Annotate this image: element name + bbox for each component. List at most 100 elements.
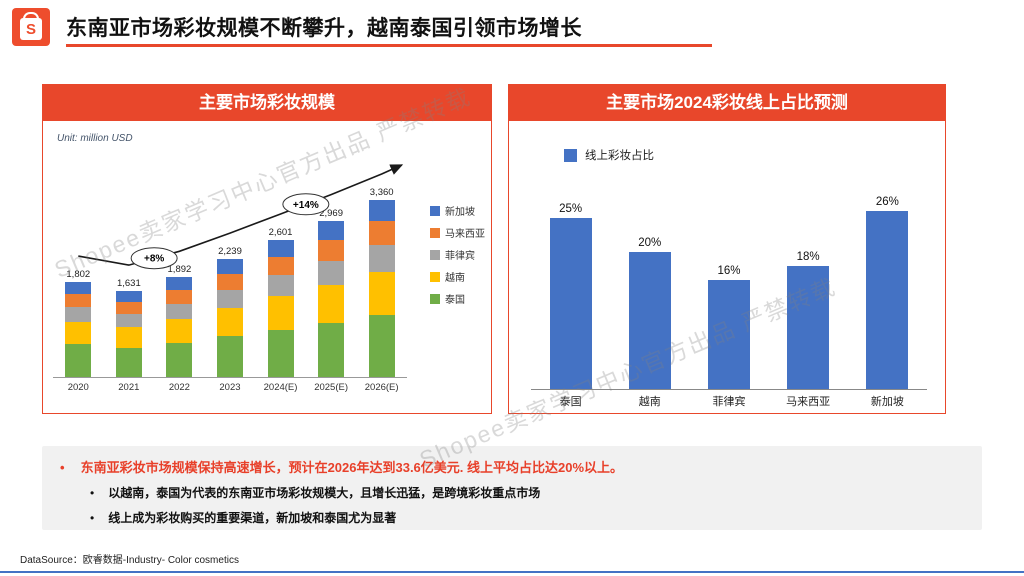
segment-马来西亚 bbox=[368, 221, 395, 245]
segment-马来西亚 bbox=[166, 290, 193, 304]
bar-column: 26% bbox=[852, 196, 922, 389]
bottom-accent-line bbox=[0, 571, 1024, 573]
growth-annotation-label: +8% bbox=[144, 254, 164, 265]
legend-swatch bbox=[430, 293, 440, 304]
segment-马来西亚 bbox=[65, 294, 92, 307]
bar-column: 20% bbox=[615, 237, 685, 389]
legend-item: 菲律宾 bbox=[430, 247, 485, 262]
legend-item: 越南 bbox=[430, 269, 485, 284]
market-size-panel-title: 主要市场彩妆规模 bbox=[43, 85, 491, 121]
stacked-bar bbox=[65, 282, 92, 377]
unit-note: Unit: million USD bbox=[57, 133, 133, 144]
legend-label: 线上彩妆占比 bbox=[585, 150, 654, 162]
x-tick-label: 2020 bbox=[67, 382, 89, 393]
online-share-panel-title: 主要市场2024彩妆线上占比预测 bbox=[509, 85, 945, 121]
legend-swatch bbox=[430, 271, 440, 282]
x-tick-label: 2022 bbox=[168, 382, 190, 393]
bar-column: 16% bbox=[694, 264, 764, 389]
bar-column: 1,802 bbox=[56, 269, 100, 377]
segment-马来西亚 bbox=[267, 256, 294, 276]
segment-新加坡 bbox=[166, 277, 193, 291]
x-tick-label: 泰国 bbox=[559, 396, 582, 408]
bar-total-label: 2,969 bbox=[319, 207, 343, 219]
legend-label: 泰国 bbox=[445, 295, 465, 306]
online-share-plot: 25% 20% 16% 18% 26% bbox=[531, 177, 927, 390]
bar-value-label: 25% bbox=[559, 202, 583, 215]
segment-新加坡 bbox=[65, 282, 92, 295]
stacked-bar bbox=[267, 240, 294, 377]
legend-label: 菲律宾 bbox=[445, 251, 475, 262]
x-tick-label: 2026(E) bbox=[364, 382, 399, 393]
legend-label: 越南 bbox=[445, 273, 465, 284]
takeaway-main: 东南亚彩妆市场规模保持高速增长，预计在2026年达到33.6亿美元. 线上平均占… bbox=[60, 457, 964, 476]
segment-越南 bbox=[216, 307, 243, 336]
stacked-bar bbox=[166, 277, 193, 377]
bar-value-label: 26% bbox=[875, 196, 899, 208]
bar-column: 1,631 bbox=[107, 278, 151, 377]
bar-column: 2,239 bbox=[208, 246, 252, 377]
segment-越南 bbox=[368, 272, 395, 316]
bag-icon: S bbox=[20, 18, 42, 40]
legend-label: 马来西亚 bbox=[445, 229, 485, 240]
online-share-xlabels: 泰国 越南 菲律宾 马来西亚 新加坡 bbox=[531, 393, 927, 409]
legend-swatch bbox=[430, 227, 440, 238]
x-tick-label: 2025(E) bbox=[314, 382, 348, 393]
segment-新加坡 bbox=[267, 240, 294, 257]
online-share-bar bbox=[628, 252, 671, 389]
x-tick-label: 2024(E) bbox=[263, 382, 298, 393]
bar-total-label: 2,601 bbox=[268, 227, 293, 239]
legend-swatch bbox=[564, 148, 577, 162]
legend-item: 马来西亚 bbox=[430, 225, 485, 240]
segment-泰国 bbox=[166, 342, 193, 377]
bar-total-label: 1,631 bbox=[116, 278, 141, 290]
legend-swatch bbox=[430, 249, 440, 260]
stacked-bar bbox=[318, 220, 345, 377]
segment-泰国 bbox=[65, 344, 92, 377]
online-share-legend: 线上彩妆占比 bbox=[564, 147, 654, 163]
bar-column: 3,360 bbox=[360, 187, 404, 377]
online-share-bar bbox=[866, 211, 909, 389]
market-size-xlabels: 2020 2021 2022 2023 2024(E) 2025(E) 2026(E) bbox=[53, 378, 407, 393]
x-tick-label: 菲律宾 bbox=[712, 396, 746, 408]
segment-泰国 bbox=[216, 335, 243, 377]
x-tick-label: 新加坡 bbox=[870, 396, 904, 408]
market-size-legend: 新加坡马来西亚菲律宾越南泰国 bbox=[430, 203, 485, 306]
segment-泰国 bbox=[318, 322, 345, 377]
legend-label: 新加坡 bbox=[445, 207, 475, 218]
online-share-chart: 线上彩妆占比 25% 20% 16% 18% 26% 泰国 越南 菲律宾 马来西亚 新加坡 bbox=[509, 121, 945, 413]
legend-item: 新加坡 bbox=[430, 203, 485, 218]
stacked-bar bbox=[368, 200, 395, 377]
segment-菲律宾 bbox=[318, 260, 345, 285]
x-tick-label: 2023 bbox=[219, 382, 241, 393]
segment-新加坡 bbox=[115, 291, 142, 303]
x-tick-label: 越南 bbox=[638, 396, 661, 408]
segment-泰国 bbox=[368, 315, 395, 377]
bar-column: 2,601 bbox=[259, 227, 303, 377]
data-source: DataSource：欧睿数据-Industry- Color cosmetic… bbox=[20, 555, 239, 566]
bar-total-label: 2,239 bbox=[218, 246, 242, 258]
market-size-panel: 主要市场彩妆规模 Unit: million USD +8% +14% 1,802… bbox=[42, 84, 492, 414]
takeaway-sub-1: 以越南，泰国为代表的东南亚市场彩妆规模大，且增长迅猛，是跨境彩妆重点市场 bbox=[90, 484, 964, 501]
market-size-chart-area: +8% +14% 1,802 1,631 1,892 2,239 2,601 2,969 3,… bbox=[53, 164, 407, 393]
bar-value-label: 18% bbox=[796, 250, 820, 263]
segment-马来西亚 bbox=[115, 302, 142, 314]
segment-菲律宾 bbox=[368, 244, 395, 273]
segment-菲律宾 bbox=[267, 275, 294, 297]
market-size-plot: +8% +14% 1,802 1,631 1,892 2,239 2,601 2,969 3,… bbox=[53, 164, 407, 378]
takeaway-sub-2: 线上成为彩妆购买的重要渠道，新加坡和泰国尤为显著 bbox=[90, 509, 964, 526]
bar-total-label: 1,802 bbox=[66, 269, 91, 281]
bar-value-label: 20% bbox=[638, 237, 662, 250]
segment-新加坡 bbox=[216, 259, 243, 274]
stacked-bar bbox=[115, 291, 142, 377]
bar-column: 18% bbox=[773, 251, 843, 389]
segment-泰国 bbox=[267, 329, 294, 377]
segment-新加坡 bbox=[318, 220, 345, 240]
bar-value-label: 16% bbox=[717, 264, 741, 277]
segment-越南 bbox=[267, 296, 294, 330]
title-underline bbox=[66, 44, 712, 47]
segment-马来西亚 bbox=[216, 273, 243, 290]
segment-越南 bbox=[166, 319, 193, 343]
x-tick-label: 马来西亚 bbox=[786, 396, 831, 408]
logo-letter: S bbox=[25, 20, 36, 38]
